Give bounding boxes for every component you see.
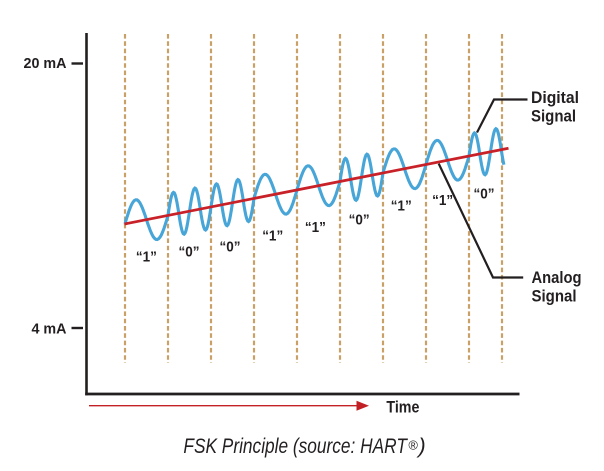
svg-text:“0”: “0” <box>474 185 495 202</box>
svg-text:“1”: “1” <box>305 219 326 236</box>
svg-text:): ) <box>416 434 426 458</box>
svg-text:Digital: Digital <box>531 88 579 107</box>
svg-text:“1”: “1” <box>262 227 283 244</box>
svg-text:“1”: “1” <box>136 248 157 265</box>
svg-text:“1”: “1” <box>432 192 453 209</box>
svg-text:FSK Principle (source: HART: FSK Principle (source: HART <box>183 434 408 458</box>
svg-text:“0”: “0” <box>179 243 200 260</box>
svg-text:Signal: Signal <box>532 287 577 306</box>
svg-text:®: ® <box>408 438 418 453</box>
svg-text:Time: Time <box>386 397 419 416</box>
svg-text:4 mA: 4 mA <box>32 320 67 337</box>
svg-text:“1”: “1” <box>391 197 412 214</box>
svg-text:Signal: Signal <box>531 106 576 125</box>
svg-text:Analog: Analog <box>532 268 582 287</box>
svg-text:20 mA: 20 mA <box>24 55 67 72</box>
svg-text:“0”: “0” <box>349 211 370 228</box>
svg-text:“0”: “0” <box>220 238 241 255</box>
